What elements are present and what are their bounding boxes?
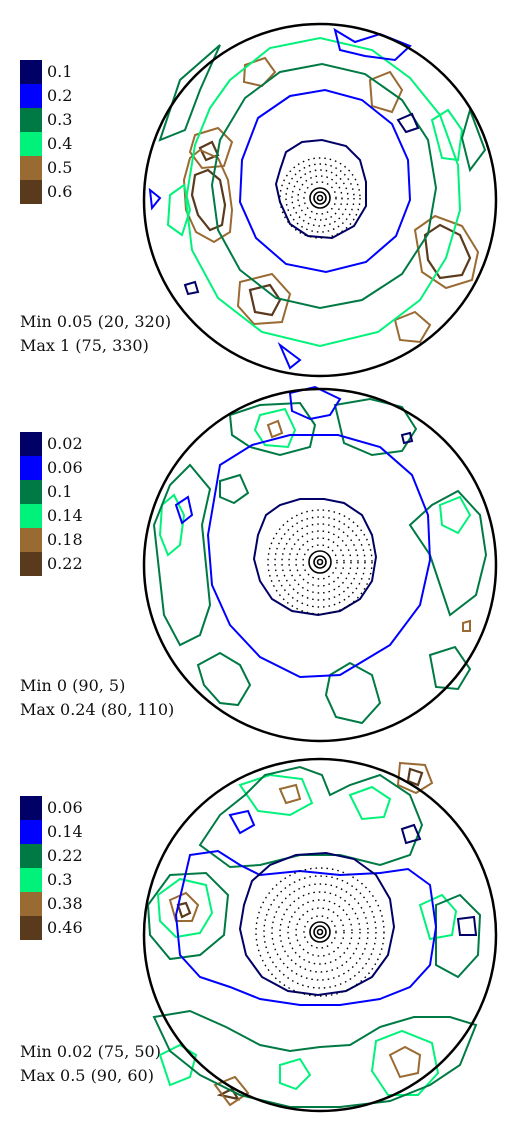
legend-swatch xyxy=(20,892,42,916)
stats-1: Min 0.05 (20, 320) Max 1 (75, 330) xyxy=(20,310,171,358)
pole-figure-panel-2: 0.02 0.06 0.1 0.14 0.18 0.22 Min 0 (90, … xyxy=(0,375,519,745)
legend-item: 0.3 xyxy=(20,108,72,132)
legend-item: 0.5 xyxy=(20,156,72,180)
contour-level-0.14 xyxy=(158,407,472,557)
legend-swatch xyxy=(20,156,42,180)
legend-item: 0.1 xyxy=(20,60,72,84)
legend-label: 0.6 xyxy=(47,182,73,201)
legend-label: 0.5 xyxy=(47,158,73,177)
legend-item: 0.06 xyxy=(20,796,83,820)
legend-swatch xyxy=(20,820,42,844)
contour-level-0.06 xyxy=(174,385,432,679)
stats-3: Min 0.02 (75, 50) Max 0.5 (90, 60) xyxy=(20,1040,161,1088)
contour-level-0.1 xyxy=(183,112,420,296)
contour-level-0.02 xyxy=(252,431,414,617)
contour-level-0.38 xyxy=(168,761,434,1107)
pole-figure-boundary xyxy=(142,387,498,743)
legend-item: 0.22 xyxy=(20,844,83,868)
contour-level-0.4 xyxy=(166,36,464,348)
legend-swatch xyxy=(20,796,42,820)
pole-figure-boundary xyxy=(142,22,498,378)
legend-swatch xyxy=(20,432,42,456)
legend-label: 0.22 xyxy=(47,554,83,573)
legend-swatch xyxy=(20,504,42,528)
legend-swatch xyxy=(20,456,42,480)
legend-swatch xyxy=(20,108,42,132)
legend-label: 0.2 xyxy=(47,86,73,105)
legend-label: 0.14 xyxy=(47,506,83,525)
center-contours xyxy=(279,157,361,239)
legend-swatch xyxy=(20,844,42,868)
legend-1: 0.1 0.2 0.3 0.4 0.5 0.6 xyxy=(20,60,72,204)
center-contours xyxy=(267,509,373,615)
legend-item: 0.1 xyxy=(20,480,83,504)
contour-level-0.5 xyxy=(182,56,480,344)
legend-label: 0.38 xyxy=(47,894,83,913)
min-label: Min 0.02 (75, 50) xyxy=(20,1042,161,1061)
legend-item: 0.4 xyxy=(20,132,72,156)
legend-label: 0.22 xyxy=(47,846,83,865)
max-label: Max 0.24 (80, 110) xyxy=(20,700,175,719)
contour-level-0.1 xyxy=(152,397,488,725)
contour-level-0.06 xyxy=(238,823,478,997)
legend-label: 0.3 xyxy=(47,870,73,889)
legend-label: 0.18 xyxy=(47,530,83,549)
contour-level-0.14 xyxy=(174,809,438,1006)
contour-level-0.6 xyxy=(190,140,472,317)
legend-label: 0.06 xyxy=(47,798,83,817)
legend-item: 0.06 xyxy=(20,456,83,480)
pole-figure-plot-3 xyxy=(142,757,498,1113)
contour-level-0.3 xyxy=(156,773,458,1096)
pole-figure-plot-2 xyxy=(142,385,498,743)
contour-level-0.2 xyxy=(148,27,412,370)
legend-item: 0.14 xyxy=(20,504,83,528)
stats-2: Min 0 (90, 5) Max 0.24 (80, 110) xyxy=(20,674,174,722)
legend-label: 0.06 xyxy=(47,458,83,477)
legend-swatch xyxy=(20,84,42,108)
min-label: Min 0 (90, 5) xyxy=(20,676,126,695)
legend-label: 0.4 xyxy=(47,134,73,153)
legend-swatch xyxy=(20,180,42,204)
legend-swatch xyxy=(20,868,42,892)
contour-level-0.18 xyxy=(266,419,471,632)
max-label: Max 0.5 (90, 60) xyxy=(20,1066,154,1085)
pole-figure-plot-1 xyxy=(142,22,498,378)
legend-label: 0.1 xyxy=(47,62,73,81)
contour-level-0.46 xyxy=(176,767,424,1101)
legend-2: 0.02 0.06 0.1 0.14 0.18 0.22 xyxy=(20,432,83,576)
pole-figure-panel-3: 0.06 0.14 0.22 0.3 0.38 0.46 Min 0.02 (7… xyxy=(0,755,519,1125)
legend-swatch xyxy=(20,480,42,504)
legend-label: 0.1 xyxy=(47,482,73,501)
legend-item: 0.38 xyxy=(20,892,83,916)
pole-figure-panel-1: 0.1 0.2 0.3 0.4 0.5 0.6 Min 0.05 (20, 32… xyxy=(0,0,519,378)
contour-level-0.3 xyxy=(158,44,487,310)
legend-item: 0.46 xyxy=(20,916,83,940)
legend-label: 0.14 xyxy=(47,822,83,841)
legend-3: 0.06 0.14 0.22 0.3 0.38 0.46 xyxy=(20,796,83,940)
legend-swatch xyxy=(20,132,42,156)
legend-swatch xyxy=(20,60,42,84)
legend-item: 0.2 xyxy=(20,84,72,108)
legend-item: 0.22 xyxy=(20,552,83,576)
legend-label: 0.3 xyxy=(47,110,73,129)
min-label: Min 0.05 (20, 320) xyxy=(20,312,172,331)
legend-swatch xyxy=(20,552,42,576)
legend-swatch xyxy=(20,528,42,552)
legend-swatch xyxy=(20,916,42,940)
legend-item: 0.02 xyxy=(20,432,83,456)
max-label: Max 1 (75, 330) xyxy=(20,336,149,355)
legend-item: 0.3 xyxy=(20,868,83,892)
legend-item: 0.18 xyxy=(20,528,83,552)
pole-figure-boundary xyxy=(142,757,498,1113)
legend-item: 0.14 xyxy=(20,820,83,844)
legend-item: 0.6 xyxy=(20,180,72,204)
legend-label: 0.46 xyxy=(47,918,83,937)
legend-label: 0.02 xyxy=(47,434,83,453)
center-contours xyxy=(255,867,385,997)
